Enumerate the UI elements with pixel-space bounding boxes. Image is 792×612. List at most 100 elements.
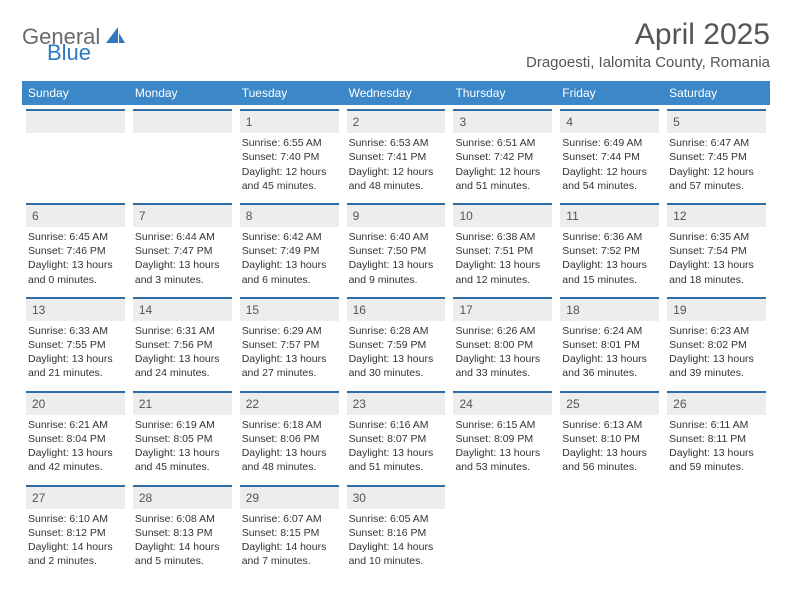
day-cell [663, 481, 770, 575]
day-day1: Daylight: 13 hours [240, 258, 339, 272]
day-sunrise: Sunrise: 6:15 AM [453, 418, 552, 432]
day-cell: 10Sunrise: 6:38 AMSunset: 7:51 PMDayligh… [449, 199, 556, 293]
day-number: 19 [667, 297, 766, 321]
day-cell: 19 Sunrise: 6:23 AMSunset: 8:02 PMDayligh… [663, 293, 770, 387]
day-cell: 15Sunrise: 6:29 AMSunset: 7:57 PMDayligh… [236, 293, 343, 387]
day-cell: 9Sunrise: 6:40 AMSunset: 7:50 PMDaylight… [343, 199, 450, 293]
month-title: April 2025 [526, 18, 770, 52]
day-sunset: Sunset: 7:52 PM [560, 244, 659, 258]
weekday-header-row: Sunday Monday Tuesday Wednesday Thursday… [22, 81, 770, 105]
day-cell: 1Sunrise: 6:55 AMSunset: 7:40 PMDaylight… [236, 105, 343, 199]
day-sunset: Sunset: 8:01 PM [560, 338, 659, 352]
day-day1: Daylight: 13 hours [133, 352, 232, 366]
day-sunset: Sunset: 8:07 PM [347, 432, 446, 446]
day-sunrise: Sunrise: 6:49 AM [560, 136, 659, 150]
day-day2: and 2 minutes. [26, 554, 125, 568]
day-cell: 22Sunrise: 6:18 AMSunset: 8:06 PMDayligh… [236, 387, 343, 481]
day-day2: and 9 minutes. [347, 273, 446, 287]
day-sunset: Sunset: 8:10 PM [560, 432, 659, 446]
logo-blue-wrap: Blue [47, 40, 91, 66]
day-sunset: Sunset: 7:59 PM [347, 338, 446, 352]
day-number: 5 [667, 109, 766, 133]
weeks-container: 1Sunrise: 6:55 AMSunset: 7:40 PMDaylight… [22, 105, 770, 574]
day-cell [449, 481, 556, 575]
day-cell: 4Sunrise: 6:49 AMSunset: 7:44 PMDaylight… [556, 105, 663, 199]
day-number-bar-empty [26, 109, 125, 133]
day-sunset: Sunset: 8:11 PM [667, 432, 766, 446]
logo-sail-icon [104, 25, 126, 50]
day-cell: 30Sunrise: 6:05 AMSunset: 8:16 PMDayligh… [343, 481, 450, 575]
weekday-monday: Monday [129, 81, 236, 105]
day-number: 23 [347, 391, 446, 415]
day-sunrise: Sunrise: 6:28 AM [347, 324, 446, 338]
week-row: 1Sunrise: 6:55 AMSunset: 7:40 PMDaylight… [22, 105, 770, 199]
day-sunrise: Sunrise: 6:44 AM [133, 230, 232, 244]
day-sunset: Sunset: 8:00 PM [453, 338, 552, 352]
day-sunset: Sunset: 7:40 PM [240, 150, 339, 164]
day-sunset: Sunset: 7:46 PM [26, 244, 125, 258]
day-sunrise: Sunrise: 6:05 AM [347, 512, 446, 526]
day-number: 7 [133, 203, 232, 227]
day-day2: and 53 minutes. [453, 460, 552, 474]
week-row: 13Sunrise: 6:33 AMSunset: 7:55 PMDayligh… [22, 293, 770, 387]
day-sunrise: Sunrise: 6:07 AM [240, 512, 339, 526]
week-row: 27Sunrise: 6:10 AMSunset: 8:12 PMDayligh… [22, 481, 770, 575]
day-day1: Daylight: 13 hours [26, 258, 125, 272]
day-number: 27 [26, 485, 125, 509]
day-day2: and 42 minutes. [26, 460, 125, 474]
day-cell: 24Sunrise: 6:15 AMSunset: 8:09 PMDayligh… [449, 387, 556, 481]
day-day2: and 5 minutes. [133, 554, 232, 568]
day-sunrise: Sunrise: 6:47 AM [667, 136, 766, 150]
day-day1: Daylight: 13 hours [667, 352, 766, 366]
weekday-sunday: Sunday [22, 81, 129, 105]
day-sunset: Sunset: 8:12 PM [26, 526, 125, 540]
day-number: 13 [26, 297, 125, 321]
day-cell: 27Sunrise: 6:10 AMSunset: 8:12 PMDayligh… [22, 481, 129, 575]
weekday-saturday: Saturday [663, 81, 770, 105]
day-day1: Daylight: 13 hours [240, 352, 339, 366]
day-cell: 16Sunrise: 6:28 AMSunset: 7:59 PMDayligh… [343, 293, 450, 387]
weekday-friday: Friday [556, 81, 663, 105]
day-number-bar-empty [133, 109, 232, 133]
day-sunset: Sunset: 7:51 PM [453, 244, 552, 258]
day-sunrise: Sunrise: 6:35 AM [667, 230, 766, 244]
day-sunset: Sunset: 7:42 PM [453, 150, 552, 164]
day-sunrise: Sunrise: 6:23 AM [667, 324, 766, 338]
day-cell: 17Sunrise: 6:26 AMSunset: 8:00 PMDayligh… [449, 293, 556, 387]
day-number: 8 [240, 203, 339, 227]
header-right: April 2025 Dragoesti, Ialomita County, R… [526, 18, 770, 71]
day-number: 6 [26, 203, 125, 227]
day-sunset: Sunset: 8:15 PM [240, 526, 339, 540]
weekday-thursday: Thursday [449, 81, 556, 105]
day-sunset: Sunset: 7:45 PM [667, 150, 766, 164]
day-day2: and 39 minutes. [667, 366, 766, 380]
day-day1: Daylight: 13 hours [453, 258, 552, 272]
day-sunrise: Sunrise: 6:33 AM [26, 324, 125, 338]
day-cell: 28Sunrise: 6:08 AMSunset: 8:13 PMDayligh… [129, 481, 236, 575]
day-sunrise: Sunrise: 6:24 AM [560, 324, 659, 338]
day-number: 14 [133, 297, 232, 321]
weekday-wednesday: Wednesday [343, 81, 450, 105]
day-day1: Daylight: 13 hours [133, 258, 232, 272]
day-cell: 21Sunrise: 6:19 AMSunset: 8:05 PMDayligh… [129, 387, 236, 481]
day-cell: 3Sunrise: 6:51 AMSunset: 7:42 PMDaylight… [449, 105, 556, 199]
day-cell: 7Sunrise: 6:44 AMSunset: 7:47 PMDaylight… [129, 199, 236, 293]
day-day2: and 15 minutes. [560, 273, 659, 287]
day-day1: Daylight: 13 hours [26, 352, 125, 366]
day-sunrise: Sunrise: 6:51 AM [453, 136, 552, 150]
day-number: 17 [453, 297, 552, 321]
day-cell: 8Sunrise: 6:42 AMSunset: 7:49 PMDaylight… [236, 199, 343, 293]
day-day1: Daylight: 12 hours [560, 165, 659, 179]
page-header: General April 2025 Dragoesti, Ialomita C… [22, 18, 770, 71]
day-sunrise: Sunrise: 6:16 AM [347, 418, 446, 432]
calendar-page: General April 2025 Dragoesti, Ialomita C… [0, 0, 792, 592]
day-day2: and 51 minutes. [347, 460, 446, 474]
day-number: 2 [347, 109, 446, 133]
day-number: 1 [240, 109, 339, 133]
day-sunset: Sunset: 8:02 PM [667, 338, 766, 352]
day-day2: and 27 minutes. [240, 366, 339, 380]
day-cell: 18Sunrise: 6:24 AMSunset: 8:01 PMDayligh… [556, 293, 663, 387]
day-day1: Daylight: 13 hours [26, 446, 125, 460]
day-sunset: Sunset: 7:44 PM [560, 150, 659, 164]
day-number: 10 [453, 203, 552, 227]
